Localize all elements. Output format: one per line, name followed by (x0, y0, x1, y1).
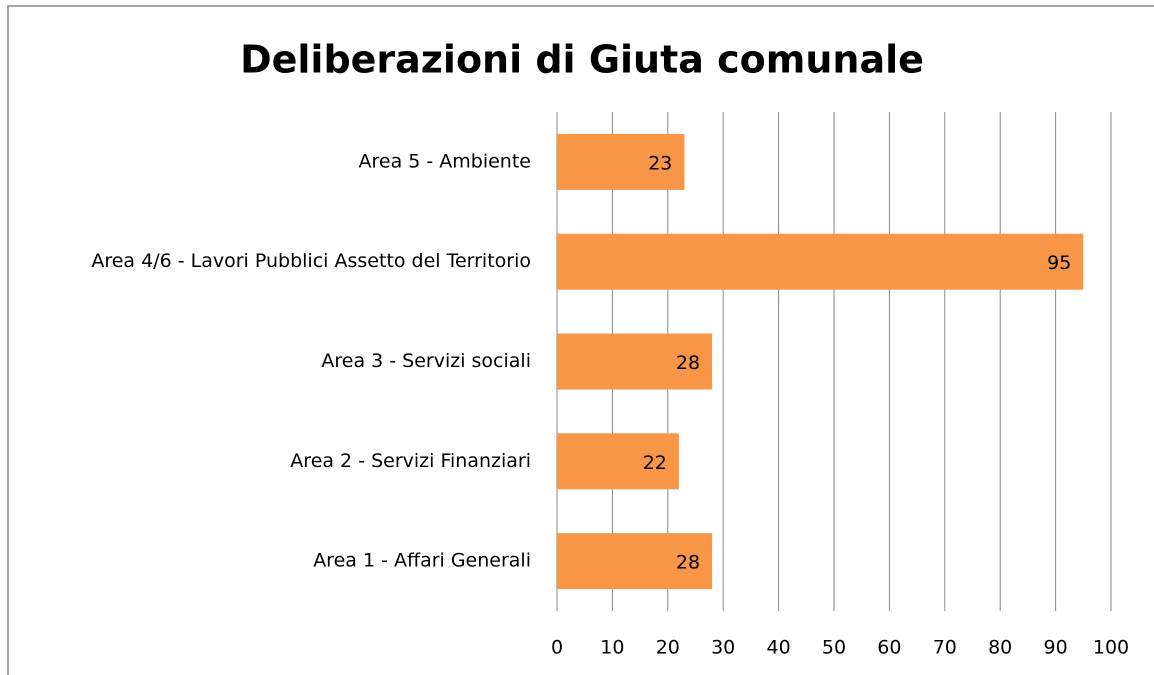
bar (557, 133, 685, 190)
chart-border (7, 5, 1154, 675)
y-tick-label: Area 1 - Affari Generali (313, 550, 531, 572)
x-tick-label: 50 (822, 637, 846, 659)
x-tick-label: 60 (877, 637, 901, 659)
y-tick-label: Area 4/6 - Lavori Pubblici Assetto del T… (91, 250, 531, 272)
data-label: 22 (643, 452, 667, 474)
chart-title: Deliberazioni di Giuta comunale (240, 38, 924, 82)
data-label: 23 (648, 152, 672, 174)
x-tick-label: 10 (600, 637, 624, 659)
x-tick-label: 20 (656, 637, 680, 659)
x-tick-label: 0 (551, 637, 563, 659)
x-tick-label: 70 (933, 637, 957, 659)
y-tick-label: Area 2 - Servizi Finanziari (290, 450, 531, 472)
data-label: 28 (676, 552, 700, 574)
y-tick-label: Area 5 - Ambiente (358, 150, 531, 172)
x-tick-label: 80 (988, 637, 1012, 659)
data-label: 95 (1047, 252, 1071, 274)
x-tick-label: 100 (1093, 637, 1129, 659)
x-tick-label: 30 (711, 637, 735, 659)
y-tick-label: Area 3 - Servizi sociali (321, 350, 531, 372)
data-label: 28 (676, 352, 700, 374)
bar (557, 233, 1084, 290)
bar (557, 533, 713, 590)
x-tick-label: 90 (1044, 637, 1068, 659)
bar (557, 333, 713, 390)
bar (557, 433, 679, 490)
x-tick-label: 40 (767, 637, 791, 659)
